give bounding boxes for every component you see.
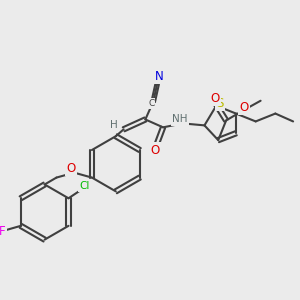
Text: O: O xyxy=(67,162,76,175)
Text: N: N xyxy=(155,70,164,83)
Text: S: S xyxy=(217,97,224,110)
Text: F: F xyxy=(0,225,5,238)
Text: O: O xyxy=(151,143,160,157)
Text: O: O xyxy=(211,92,220,105)
Text: H: H xyxy=(110,120,118,130)
Text: Cl: Cl xyxy=(79,182,89,191)
Text: NH: NH xyxy=(172,115,188,124)
Text: C: C xyxy=(148,99,154,108)
Text: O: O xyxy=(239,101,248,114)
